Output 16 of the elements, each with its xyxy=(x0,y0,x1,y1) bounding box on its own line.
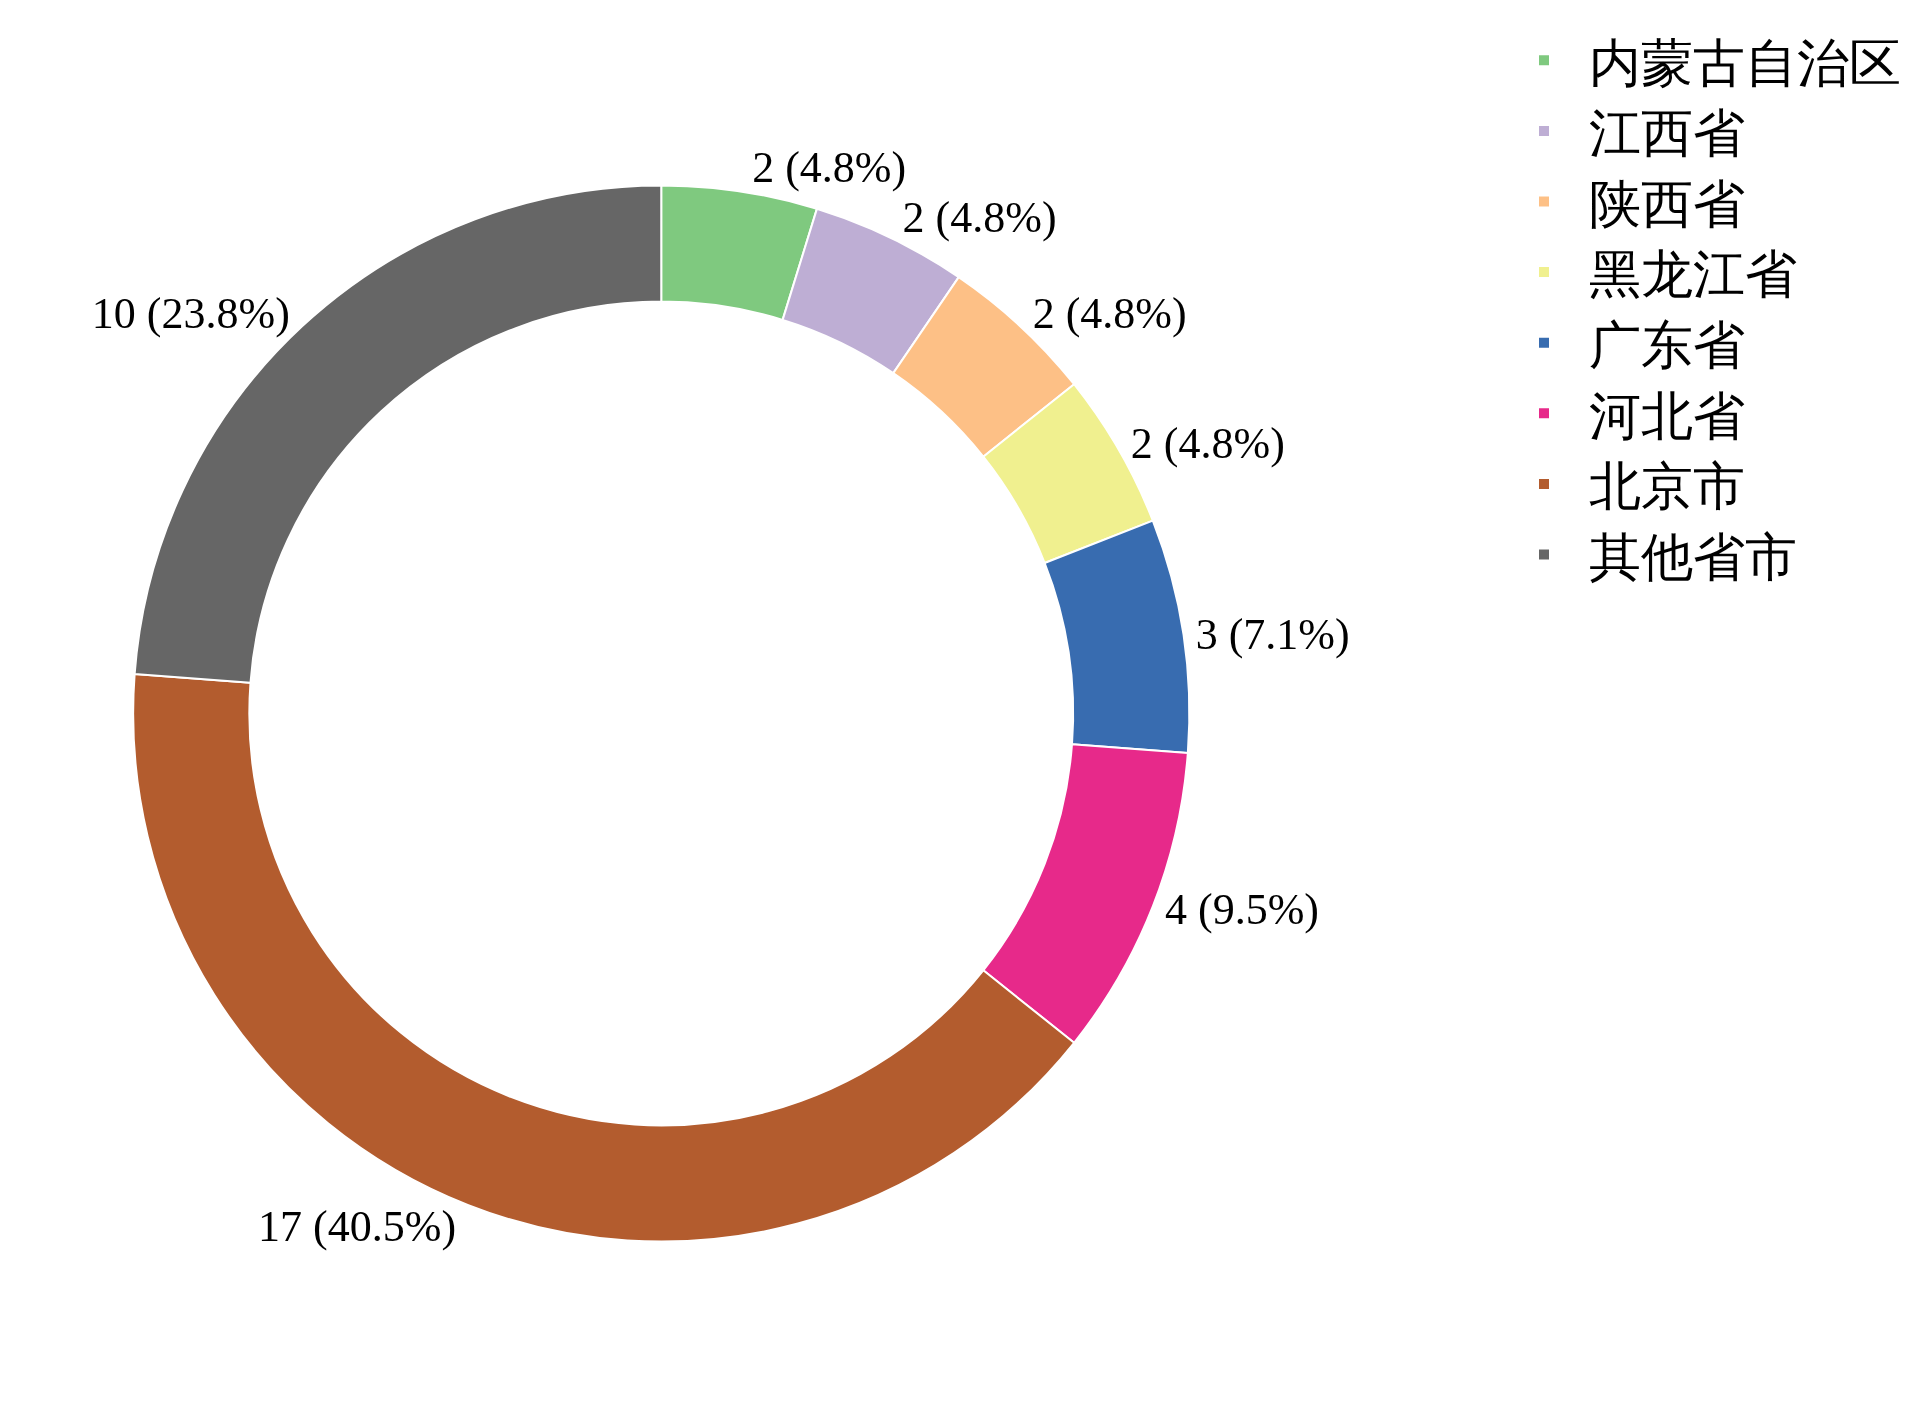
data-label: 2 (4.8%) xyxy=(902,193,1057,243)
data-label: 3 (7.1%) xyxy=(1195,609,1350,659)
legend-label: 陕西省 xyxy=(1589,173,1745,234)
legend-label: 北京市 xyxy=(1589,456,1745,517)
legend-label: 黑龙江省 xyxy=(1589,244,1797,305)
data-label: 2 (4.8%) xyxy=(1032,288,1187,338)
data-label: 2 (4.8%) xyxy=(1130,418,1285,468)
legend-label: 其他省市 xyxy=(1589,526,1797,587)
data-label: 17 (40.5%) xyxy=(258,1201,457,1251)
legend-label: 广东省 xyxy=(1589,314,1745,375)
data-label: 2 (4.8%) xyxy=(752,142,907,192)
legend-label: 内蒙古自治区 xyxy=(1589,32,1901,93)
data-label: 10 (23.8%) xyxy=(91,288,290,338)
legend-label: 江西省 xyxy=(1589,103,1745,164)
data-label: 4 (9.5%) xyxy=(1165,885,1320,935)
legend-label: 河北省 xyxy=(1589,385,1745,446)
